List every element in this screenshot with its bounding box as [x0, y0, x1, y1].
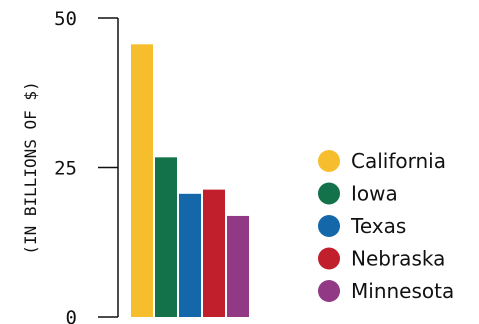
legend-label-california: California: [351, 149, 446, 173]
legend-label-iowa: Iowa: [351, 182, 398, 206]
legend: California Iowa Texas Nebraska Minnesota: [318, 149, 454, 303]
y-tick-label: 25: [54, 158, 77, 180]
legend-label-minnesota: Minnesota: [351, 279, 454, 303]
bar-texas: [179, 193, 201, 317]
bar-nebraska: [203, 189, 225, 317]
y-axis-label: (IN BILLIONS OF $): [21, 81, 40, 254]
legend-marker-nebraska: [318, 247, 340, 270]
y-tick-label: 50: [54, 8, 77, 30]
legend-marker-california: [318, 150, 340, 172]
legend-marker-texas: [318, 215, 340, 237]
bar-california: [131, 44, 153, 317]
bar-series: [131, 44, 249, 317]
legend-marker-iowa: [318, 182, 340, 205]
legend-marker-minnesota: [318, 280, 340, 302]
bar-iowa: [155, 157, 177, 317]
y-tick-label: 0: [66, 307, 77, 324]
legend-label-texas: Texas: [350, 214, 406, 238]
legend-label-nebraska: Nebraska: [351, 247, 445, 271]
bar-minnesota: [227, 215, 249, 317]
y-axis-ticks: 0 25 50: [54, 8, 118, 324]
